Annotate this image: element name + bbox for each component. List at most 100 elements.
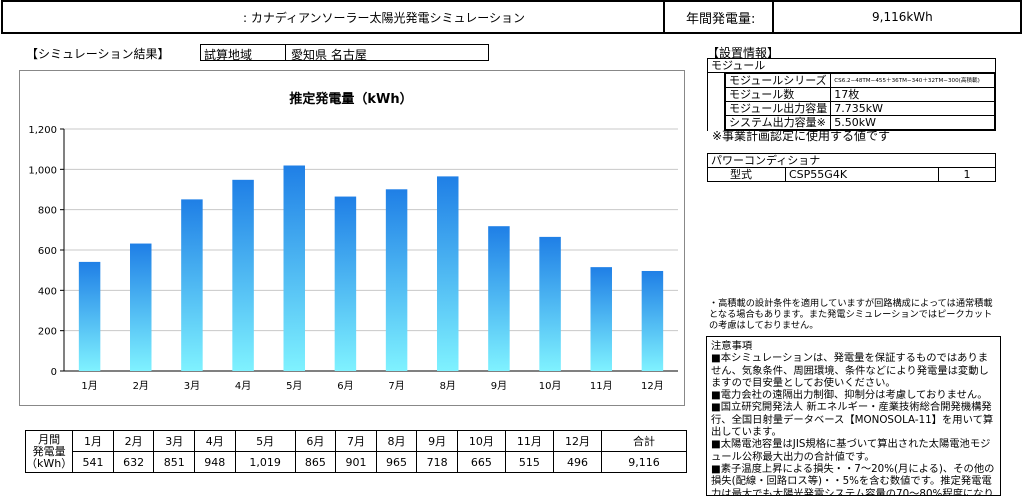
bar-7月 <box>385 189 408 371</box>
notes-item: ■太陽電池容量はJIS規格に基づいて算出された太陽電池モジュール公称最大出力の合… <box>711 438 991 463</box>
region-label: 試算地域 <box>204 48 253 62</box>
install-info-label: 【設置情報】 <box>707 46 780 60</box>
y-tick-label: 1,000 <box>28 165 57 176</box>
pcs-table: パワーコンディショナ 型式 CSP55G4K 1 <box>707 153 996 182</box>
pcs-header: パワーコンディショナ <box>707 153 996 168</box>
bar-4月 <box>232 179 254 371</box>
month-header: 4月 <box>194 430 236 452</box>
month-header: 5月 <box>234 430 296 452</box>
x-tick-label: 5月 <box>286 380 302 392</box>
month-value: 901 <box>335 451 377 473</box>
module-count-value: 17枚 <box>830 87 995 102</box>
generation-chart: 推定発電量（kWh） 0 200 400 600 800 1,000 1,200 1月 2月 3月 4… <box>19 70 685 406</box>
module-count-label: モジュール数 <box>724 87 832 102</box>
bar-3月 <box>181 199 203 371</box>
system-capacity-label: システム出力容量※ <box>724 115 832 130</box>
month-value: 948 <box>194 451 236 473</box>
notes-item: ■国立研究開発法人 新エネルギー・産業技術総合開発機構発行、全国日射量データベー… <box>711 401 994 439</box>
notes-item: ■素子温度上昇による損失・・7～20%(月による)、その他の損失(配線・回路ロス… <box>711 462 995 496</box>
region-value: 愛知県 名古屋 <box>291 48 367 62</box>
month-value: 632 <box>112 451 155 473</box>
module-series-value: CS6.2−48TM−455＋36TM−340＋32TM−300(高積載) <box>830 73 995 88</box>
x-tick-label: 4月 <box>235 380 251 392</box>
report-title: : カナディアンソーラー太陽光発電シミュレーション <box>1 0 665 34</box>
bar-9月 <box>488 226 510 371</box>
total-header: 合計 <box>601 430 687 452</box>
module-capacity-label: モジュール出力容量 <box>724 101 832 116</box>
row-header-line1: 月間 <box>38 432 61 446</box>
y-tick-label: 600 <box>38 246 57 257</box>
x-tick-label: 12月 <box>641 380 664 392</box>
module-capacity-value: 7.735kW <box>830 101 995 116</box>
month-value: 515 <box>504 451 554 473</box>
annual-generation-value: 9,116kWh <box>774 0 1022 34</box>
month-value: 1,019 <box>234 451 296 473</box>
x-tick-label: 10月 <box>539 380 562 392</box>
row-header-line2: 発電量 <box>32 444 66 458</box>
bar-2月 <box>130 243 152 371</box>
month-header: 9月 <box>416 430 458 452</box>
system-capacity-value: 5.50kW <box>830 115 995 130</box>
annual-generation-label: 年間発電量: <box>664 0 774 34</box>
month-value: 541 <box>72 451 114 473</box>
pcs-count: 1 <box>938 167 996 182</box>
x-tick-label: 7月 <box>388 380 404 392</box>
month-header: 11月 <box>504 430 554 452</box>
month-header: 3月 <box>153 430 195 452</box>
y-tick-label: 0 <box>51 367 57 378</box>
bar-6月 <box>334 196 357 371</box>
month-value: 851 <box>153 451 195 473</box>
month-value: 665 <box>456 451 506 473</box>
notes-title: 注意事項 <box>711 340 753 352</box>
chart-title: 推定発電量（kWh） <box>289 91 412 107</box>
row-header-line3: （kWh） <box>26 456 73 470</box>
y-tick-label: 400 <box>38 286 57 297</box>
month-header: 10月 <box>456 430 506 452</box>
monthly-row-header: 月間 発電量 （kWh） <box>24 430 74 473</box>
notes-box: 注意事項 ■本シミュレーションは、発電量を保証するものではありません、気象条件、… <box>706 336 1001 496</box>
month-value: 865 <box>294 451 337 473</box>
total-value: 9,116 <box>601 451 687 473</box>
month-header: 7月 <box>335 430 377 452</box>
pcs-model-value: CSP55G4K <box>785 167 939 182</box>
module-rows-cell: モジュールシリーズ CS6.2−48TM−455＋36TM−340＋32TM−3… <box>724 72 996 131</box>
x-tick-label: 6月 <box>337 380 353 392</box>
month-value: 718 <box>416 451 458 473</box>
month-value: 496 <box>552 451 603 473</box>
month-header: 12月 <box>552 430 603 452</box>
module-rows: モジュールシリーズ CS6.2−48TM−455＋36TM−340＋32TM−3… <box>724 73 995 130</box>
remarks-text: ・高積載の設計条件を適用していますが回路構成によっては通常積載となる場合もありま… <box>709 298 993 331</box>
pcs-model-label: 型式 <box>707 167 786 182</box>
bar-8月 <box>437 176 459 371</box>
month-header: 2月 <box>112 430 155 452</box>
notes-item: ■本シミュレーションは、発電量を保証するものではありません、気象条件、周囲環境、… <box>711 352 989 389</box>
simulation-section-label: 【シミュレーション結果】 <box>26 47 170 61</box>
region-divider <box>285 45 286 60</box>
month-header: 1月 <box>72 430 114 452</box>
bar-5月 <box>283 165 305 371</box>
month-header: 6月 <box>294 430 337 452</box>
module-table: モジュール モジュールシリーズ CS6.2−48TM−455＋36TM−340＋… <box>707 58 996 131</box>
bar-chart-svg: 推定発電量（kWh） 0 200 400 600 800 1,000 1,200 1月 2月 3月 4… <box>28 91 678 392</box>
x-tick-label: 11月 <box>590 380 613 392</box>
bar-1月 <box>78 261 101 371</box>
region-box: 試算地域 愛知県 名古屋 <box>200 44 489 62</box>
monthly-table: 月間 発電量 （kWh） 1月 2月 3月 4月 5月 6月 7月 8月 9月 … <box>24 430 687 473</box>
month-header: 8月 <box>375 430 418 452</box>
x-tick-label: 3月 <box>184 380 200 392</box>
x-tick-label: 2月 <box>133 380 149 392</box>
x-tick-label: 8月 <box>440 380 456 392</box>
notes-item: ■電力会社の遠隔出力制御、抑制分は考慮しておりません。 <box>711 389 988 402</box>
month-value: 965 <box>375 451 418 473</box>
y-tick-label: 200 <box>38 327 57 338</box>
x-tick-label: 9月 <box>491 380 507 392</box>
y-tick-label: 800 <box>38 206 57 217</box>
y-tick-label: 1,200 <box>28 125 57 136</box>
module-series-label: モジュールシリーズ <box>724 73 832 88</box>
capacity-footnote: ※事業計画認定に使用する値です <box>712 129 891 143</box>
module-header: モジュール <box>707 58 996 73</box>
module-indent <box>707 72 725 131</box>
bar-11月 <box>590 267 612 371</box>
x-tick-label: 1月 <box>81 380 97 392</box>
bar-10月 <box>539 236 561 371</box>
